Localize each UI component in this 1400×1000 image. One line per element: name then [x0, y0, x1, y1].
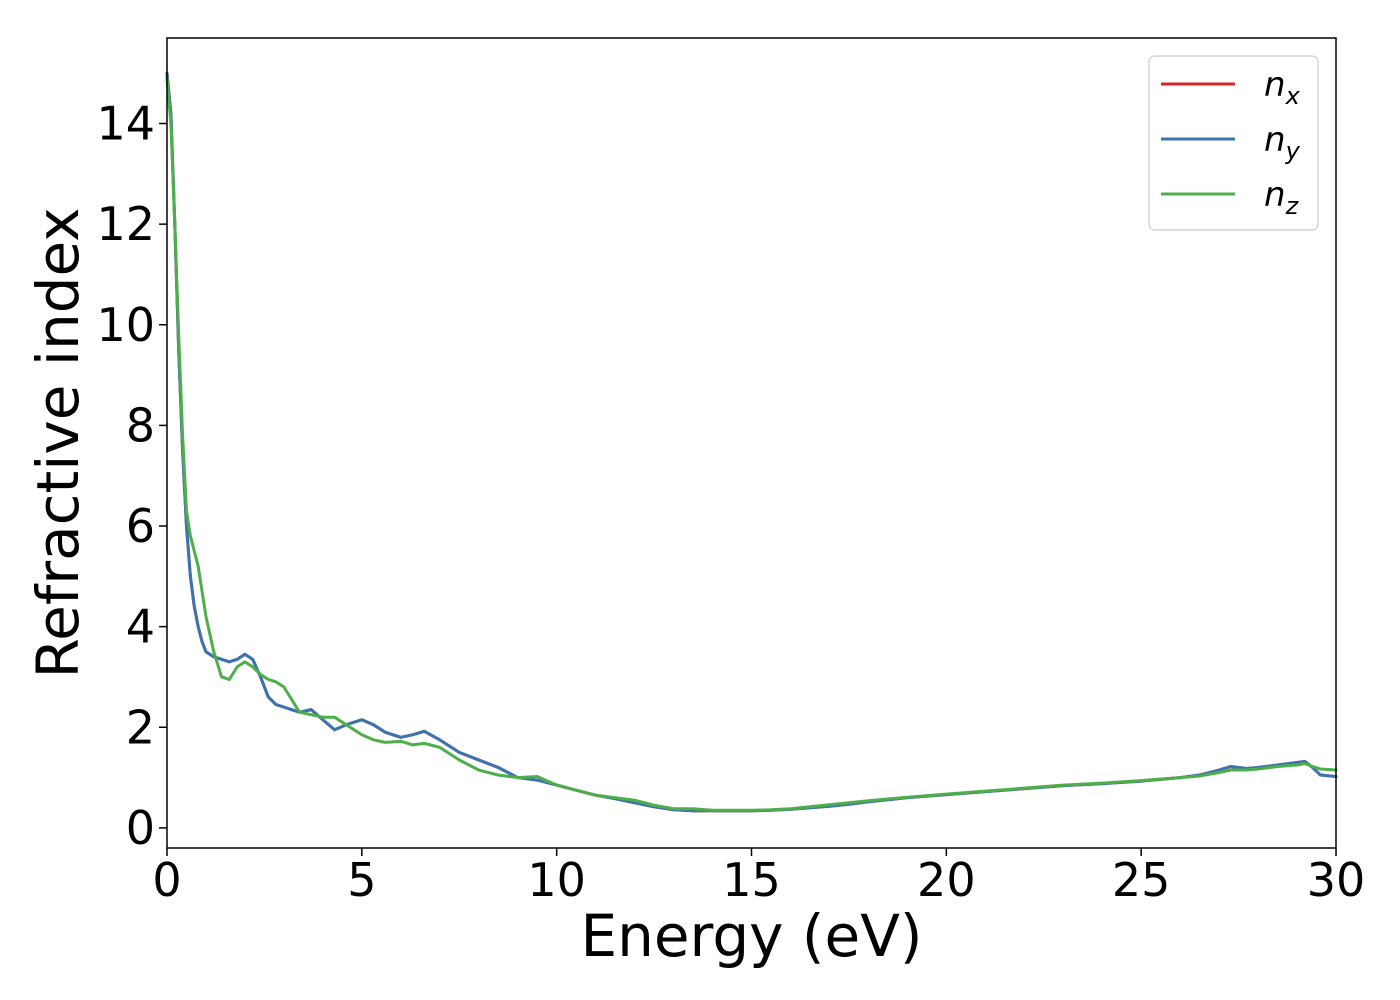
- legend-box: [1148, 55, 1319, 231]
- legend-label-main: n: [1264, 65, 1286, 105]
- legend-label-main: n: [1264, 120, 1286, 160]
- x-tick-label: 10: [527, 853, 586, 907]
- y-tick-label: 14: [96, 97, 155, 151]
- y-tick-label: 4: [126, 600, 155, 654]
- legend-label: nx: [1264, 65, 1301, 110]
- y-axis-title: Refractive index: [24, 207, 92, 678]
- y-tick-label: 2: [126, 700, 155, 754]
- legend-label-subscript: x: [1285, 82, 1301, 110]
- y-tick-label: 10: [96, 298, 155, 352]
- x-axis-title: Energy (eV): [580, 902, 922, 970]
- y-tick-label: 0: [126, 801, 155, 855]
- y-axis-ticks: 0 2 4 6 8 10 12 14: [96, 97, 167, 855]
- x-tick-label: 15: [722, 853, 781, 907]
- y-tick-label: 12: [96, 197, 155, 251]
- x-tick-label: 0: [152, 853, 181, 907]
- series-layer: [165, 71, 1338, 813]
- legend-label: nz: [1264, 175, 1300, 220]
- legend-label: ny: [1264, 120, 1301, 165]
- x-tick-label: 30: [1307, 853, 1366, 907]
- y-tick-label: 6: [126, 499, 155, 553]
- legend-label-main: n: [1264, 175, 1286, 215]
- x-tick-label: 5: [347, 853, 376, 907]
- x-tick-label: 25: [1112, 853, 1171, 907]
- legend-label-subscript: y: [1285, 137, 1301, 165]
- x-tick-label: 20: [917, 853, 976, 907]
- x-axis-ticks: 0 5 10 15 20 25 30: [152, 848, 1365, 907]
- series-line-n-z: [165, 76, 1338, 812]
- legend-label-subscript: z: [1285, 192, 1300, 220]
- y-tick-label: 8: [126, 398, 155, 452]
